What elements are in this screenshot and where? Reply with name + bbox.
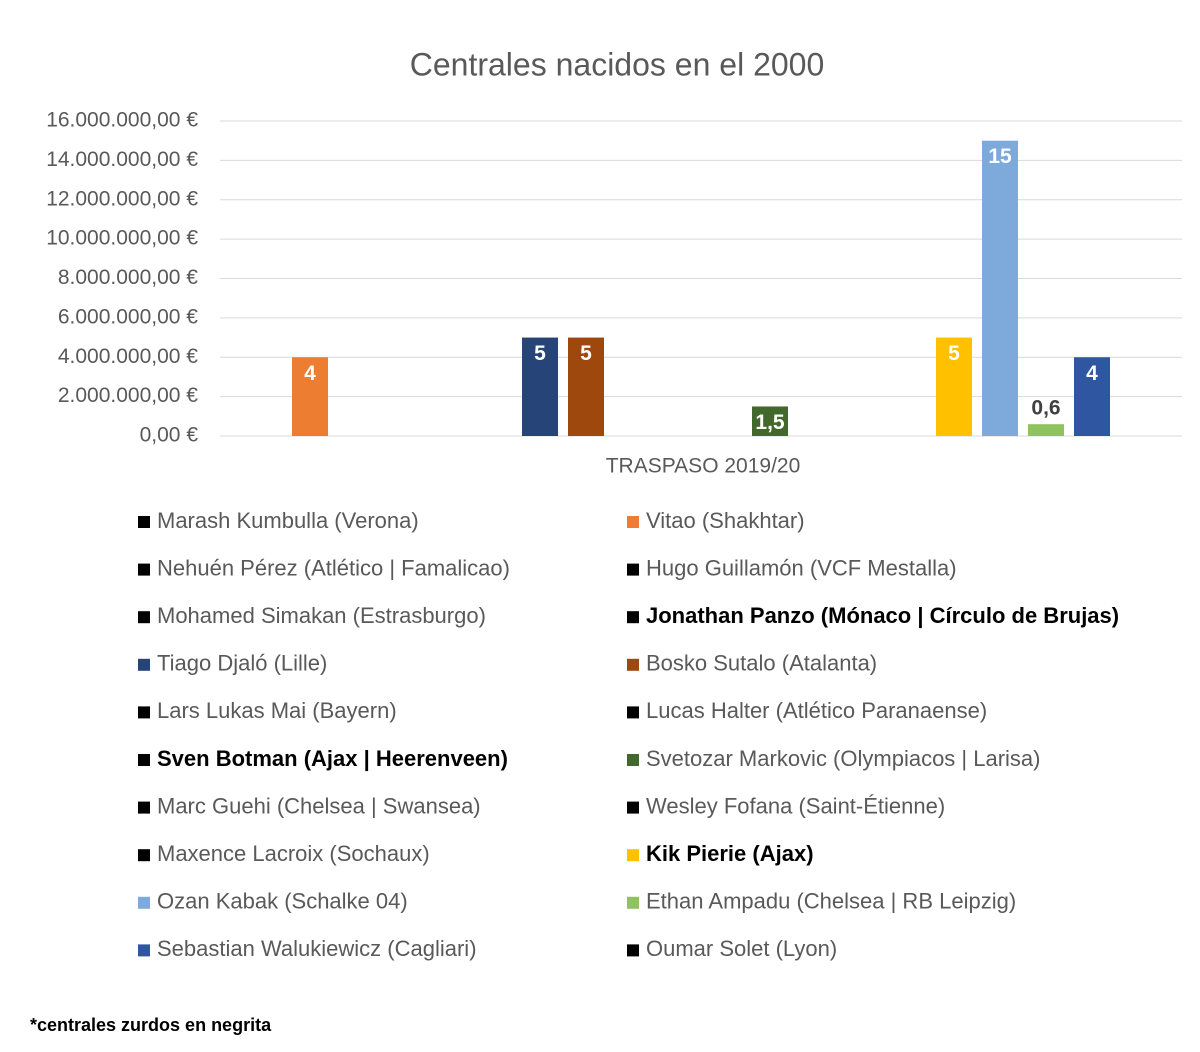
- legend-marker: [138, 801, 150, 814]
- legend-marker: [627, 896, 639, 909]
- bar: [982, 140, 1018, 436]
- y-tick-label: 0,00 €: [140, 424, 199, 447]
- data-label: 1,5: [755, 411, 785, 434]
- y-tick-label: 10.000.000,00 €: [46, 227, 198, 250]
- y-tick-label: 6.000.000,00 €: [58, 305, 198, 328]
- data-label: 4: [1086, 362, 1098, 385]
- data-label: 4: [304, 362, 316, 385]
- legend-label: Ethan Ampadu (Chelsea | RB Leipzig): [646, 889, 1016, 914]
- legend-label: Sven Botman (Ajax | Heerenveen): [157, 746, 508, 771]
- legend-label: Ozan Kabak (Schalke 04): [157, 889, 408, 914]
- legend-marker: [627, 516, 639, 528]
- bar: [568, 337, 604, 436]
- legend-marker: [138, 706, 150, 719]
- legend-marker: [138, 754, 150, 766]
- data-label: 15: [988, 145, 1012, 168]
- legend-marker: [138, 563, 150, 576]
- legend-label: Lucas Halter (Atlético Paranaense): [646, 698, 987, 723]
- bar: [1028, 424, 1064, 436]
- legend-marker: [627, 801, 639, 814]
- legend-label: Marc Guehi (Chelsea | Swansea): [157, 793, 481, 818]
- legend-label: Bosko Sutalo (Atalanta): [646, 651, 877, 676]
- legend-label: Wesley Fofana (Saint-Étienne): [646, 793, 945, 818]
- legend-marker: [138, 658, 150, 671]
- legend-marker: [627, 658, 639, 671]
- legend-label: Oumar Solet (Lyon): [646, 936, 837, 961]
- legend-label: Marash Kumbulla (Verona): [157, 508, 419, 533]
- legend-label: Mohamed Simakan (Estrasburgo): [157, 603, 486, 628]
- legend-marker: [627, 706, 639, 719]
- legend-marker: [627, 849, 639, 862]
- bar: [936, 337, 972, 436]
- legend-label: Vitao (Shakhtar): [646, 508, 805, 533]
- y-tick-label: 2.000.000,00 €: [58, 384, 198, 407]
- y-tick-label: 14.000.000,00 €: [46, 148, 198, 171]
- legend-label: Kik Pierie (Ajax): [646, 841, 814, 866]
- legend-marker: [627, 611, 639, 624]
- data-label: 5: [948, 342, 960, 365]
- y-tick-label: 16.000.000,00 €: [46, 109, 198, 132]
- data-label: 5: [534, 342, 546, 365]
- bar: [752, 406, 788, 436]
- legend-label: Hugo Guillamón (VCF Mestalla): [646, 555, 957, 580]
- legend-label: Tiago Djaló (Lille): [157, 651, 327, 676]
- legend-marker: [627, 754, 639, 766]
- footnote: *centrales zurdos en negrita: [30, 1015, 272, 1035]
- legend-marker: [138, 611, 150, 624]
- bar: [292, 357, 328, 436]
- x-tick-label: TRASPASO 2019/20: [606, 455, 801, 478]
- legend-label: Maxence Lacroix (Sochaux): [157, 841, 430, 866]
- legend-marker: [627, 563, 639, 576]
- data-label: 0,6: [1031, 397, 1060, 420]
- legend-marker: [138, 849, 150, 862]
- legend-label: Lars Lukas Mai (Bayern): [157, 698, 397, 723]
- data-label: 5: [580, 342, 592, 365]
- legend-label: Sebastian Walukiewicz (Cagliari): [157, 936, 477, 961]
- y-tick-label: 12.000.000,00 €: [46, 187, 198, 210]
- bar: [522, 337, 558, 436]
- legend-label: Nehuén Pérez (Atlético | Famalicao): [157, 555, 510, 580]
- y-tick-label: 4.000.000,00 €: [58, 345, 198, 368]
- chart-title: Centrales nacidos en el 2000: [410, 46, 825, 82]
- legend-marker: [138, 896, 150, 909]
- legend-label: Jonathan Panzo (Mónaco | Círculo de Bruj…: [646, 603, 1119, 628]
- bar: [1074, 357, 1110, 436]
- legend-marker: [627, 944, 639, 957]
- y-tick-label: 8.000.000,00 €: [58, 266, 198, 289]
- legend-label: Svetozar Markovic (Olympiacos | Larisa): [646, 746, 1041, 771]
- legend-marker: [138, 516, 150, 528]
- legend-marker: [138, 944, 150, 957]
